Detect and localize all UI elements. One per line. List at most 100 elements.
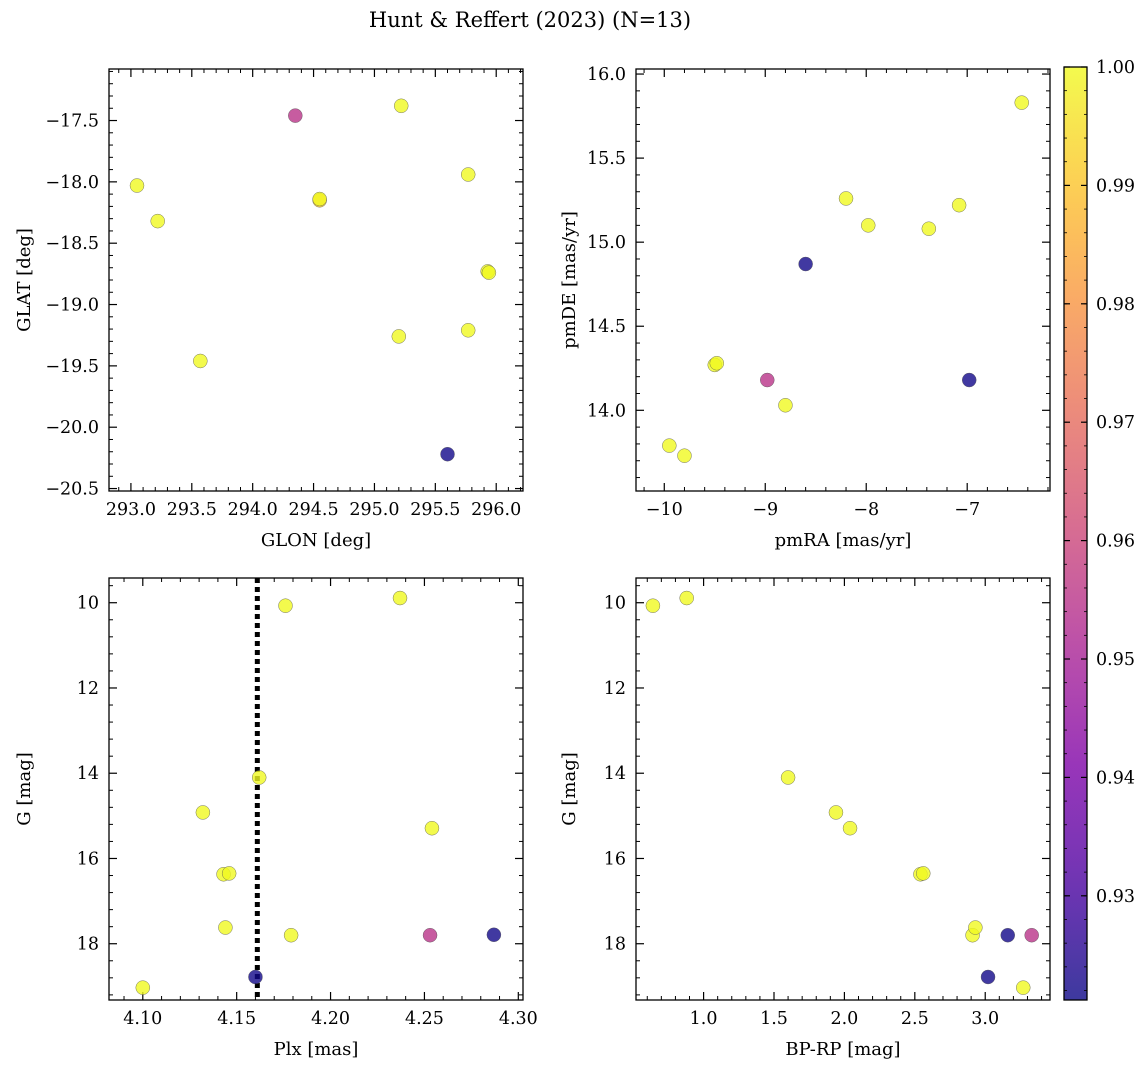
panel-frame bbox=[635, 68, 1051, 492]
scatter-points bbox=[645, 590, 1039, 995]
scatter-point bbox=[481, 265, 497, 280]
scatter-point bbox=[424, 820, 440, 836]
scatter-points bbox=[662, 95, 1029, 463]
x-tick-label: 2.0 bbox=[830, 1009, 858, 1029]
scatter-point bbox=[193, 353, 208, 369]
scatter-point bbox=[645, 598, 661, 613]
scatter-point bbox=[283, 927, 299, 943]
figure-title: Hunt & Reffert (2023) (N=13) bbox=[369, 8, 691, 32]
panel-frame bbox=[635, 577, 1051, 1001]
panel-frame bbox=[108, 68, 524, 492]
x-axis-label: Plx [mas] bbox=[274, 1039, 359, 1060]
x-tick-label: 293.0 bbox=[106, 500, 156, 520]
y-axis-label: G [mag] bbox=[559, 752, 580, 825]
x-tick-label: −8 bbox=[853, 500, 879, 520]
y-tick-label: −19.5 bbox=[45, 357, 99, 377]
y-tick-label: 16 bbox=[77, 849, 99, 869]
scatter-point bbox=[150, 213, 165, 229]
y-tick-label: 16.0 bbox=[587, 65, 626, 85]
y-tick-label: −20.0 bbox=[45, 418, 99, 438]
y-tick-label: −20.5 bbox=[45, 480, 99, 500]
y-tick-label: 10 bbox=[77, 594, 99, 614]
scatter-point bbox=[195, 805, 211, 820]
y-tick-label: −17.5 bbox=[45, 112, 99, 132]
scatter-point bbox=[486, 927, 502, 943]
x-tick-label: 1.5 bbox=[760, 1009, 788, 1029]
x-tick-label: 296.0 bbox=[471, 500, 521, 520]
scatter-point bbox=[968, 920, 983, 935]
y-tick-label: 14.0 bbox=[587, 401, 626, 421]
scatter-point bbox=[961, 372, 977, 388]
scatter-point bbox=[916, 866, 931, 881]
x-tick-label: 4.30 bbox=[499, 1009, 538, 1029]
scatter-point bbox=[251, 770, 267, 785]
x-tick-label: −10 bbox=[646, 500, 683, 520]
x-tick-label: −7 bbox=[954, 500, 980, 520]
x-tick-label: 294.5 bbox=[289, 500, 339, 520]
colorbar-tick-label: 0.93 bbox=[1096, 887, 1135, 907]
scatter-point bbox=[980, 969, 996, 985]
scatter-point bbox=[392, 590, 408, 606]
x-tick-label: 4.15 bbox=[217, 1009, 256, 1029]
scatter-point bbox=[248, 969, 263, 985]
x-axis-label: GLON [deg] bbox=[261, 530, 371, 551]
y-tick-label: −18.0 bbox=[45, 173, 99, 193]
y-tick-label: 15.5 bbox=[587, 149, 626, 169]
y-tick-label: 14.5 bbox=[587, 317, 626, 337]
x-tick-label: −9 bbox=[752, 500, 778, 520]
scatter-point bbox=[460, 323, 476, 338]
scatter-point bbox=[1000, 927, 1016, 943]
y-tick-label: −19.0 bbox=[45, 296, 99, 316]
colorbar-tick-label: 1.00 bbox=[1096, 58, 1135, 78]
x-tick-label: 4.25 bbox=[405, 1009, 444, 1029]
y-axis-label: GLAT [deg] bbox=[14, 228, 35, 332]
scatter-point bbox=[780, 770, 796, 785]
colorbar-tick-label: 0.95 bbox=[1096, 650, 1135, 670]
scatter-points bbox=[129, 98, 497, 462]
x-tick-label: 294.0 bbox=[228, 500, 278, 520]
scatter-point bbox=[1024, 927, 1039, 943]
panel-top-left: 293.0 293.5 294.0 294.5 295.0 295.5 296.0 −17.5… bbox=[14, 68, 524, 551]
y-tick-label: 14 bbox=[77, 764, 99, 784]
scatter-point bbox=[288, 108, 303, 123]
y-tick-label: 10 bbox=[604, 594, 626, 614]
y-axis-label: G [mag] bbox=[14, 752, 35, 825]
x-tick-label: 4.20 bbox=[311, 1009, 350, 1029]
y-tick-label: 16 bbox=[604, 849, 626, 869]
x-tick-label: 295.0 bbox=[349, 500, 399, 520]
scatter-point bbox=[1015, 980, 1031, 995]
scatter-point bbox=[129, 178, 145, 193]
scatter-point bbox=[860, 218, 876, 233]
x-axis-label: pmRA [mas/yr] bbox=[775, 530, 912, 551]
y-tick-label: 12 bbox=[604, 679, 626, 699]
scatter-point bbox=[1014, 95, 1029, 110]
scatter-point bbox=[278, 598, 293, 613]
panel-bottom-right: 1.0 1.5 2.0 2.5 3.0 10 12 14 16 18 BP-RP [mag] G [m… bbox=[559, 577, 1051, 1060]
scatter-point bbox=[393, 98, 409, 114]
panels: 293.0 293.5 294.0 294.5 295.0 295.5 296.0 −17.5… bbox=[14, 65, 1051, 1060]
scatter-point bbox=[838, 191, 854, 206]
y-tick-label: 14 bbox=[604, 764, 626, 784]
scatter-point bbox=[391, 329, 407, 344]
scatter-point bbox=[828, 805, 844, 820]
scatter-point bbox=[679, 590, 694, 606]
scatter-point bbox=[709, 355, 725, 371]
y-tick-label: 12 bbox=[77, 679, 99, 699]
y-tick-label: 15.0 bbox=[587, 233, 626, 253]
scatter-point bbox=[951, 197, 967, 213]
y-tick-label: 18 bbox=[604, 935, 626, 955]
panel-top-right: −10 −9 −8 −7 14.0 14.5 15.0 15.5 16.0 pmRA [mas/y… bbox=[559, 65, 1051, 551]
scatter-point bbox=[422, 927, 438, 943]
y-tick-label: 18 bbox=[77, 935, 99, 955]
y-axis-label: pmDE [mas/yr] bbox=[559, 211, 580, 349]
colorbar-tick-label: 0.97 bbox=[1096, 413, 1135, 433]
scatter-points bbox=[135, 590, 502, 995]
x-tick-label: 295.5 bbox=[410, 500, 460, 520]
scatter-point bbox=[798, 256, 813, 272]
scatter-point bbox=[677, 448, 692, 463]
scatter-point bbox=[312, 191, 327, 207]
colorbar: 0.93 0.94 0.95 0.96 0.97 0.98 0.99 1.00 bbox=[1063, 58, 1135, 1001]
x-tick-label: 3.0 bbox=[971, 1009, 999, 1029]
y-tick-label: −18.5 bbox=[45, 234, 99, 254]
